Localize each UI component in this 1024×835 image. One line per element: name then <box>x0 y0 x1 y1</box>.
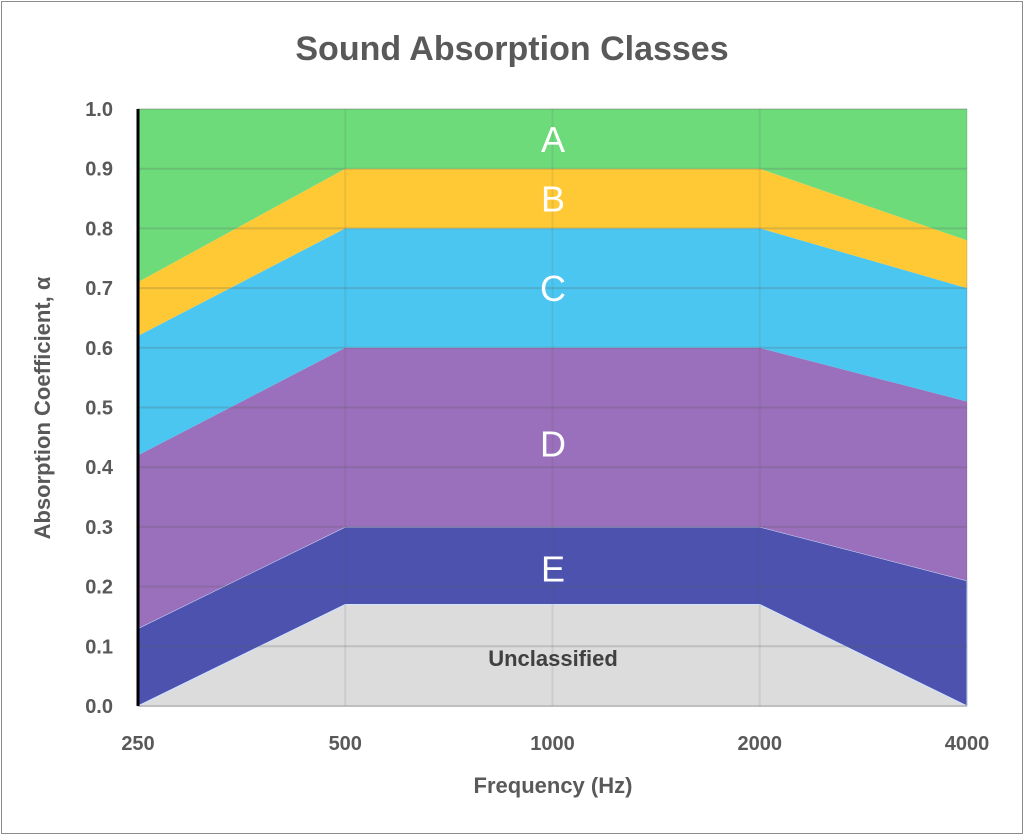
y-tick-label: 0.5 <box>85 398 113 420</box>
x-tick-label: 250 <box>121 733 154 755</box>
band-label-a: A <box>541 119 565 160</box>
y-tick-label: 0.7 <box>85 278 113 300</box>
y-tick-label: 0.4 <box>85 457 114 479</box>
y-tick-label: 1.0 <box>85 99 113 121</box>
x-tick-label: 4000 <box>945 733 990 755</box>
y-tick-label: 0.2 <box>85 577 113 599</box>
y-tick-label: 0.9 <box>85 159 113 181</box>
x-axis-label: Frequency (Hz) <box>474 773 633 798</box>
x-tick-label: 2000 <box>738 733 783 755</box>
y-tick-label: 0.8 <box>85 218 113 240</box>
chart-title: Sound Absorption Classes <box>295 30 728 68</box>
x-tick-label: 1000 <box>530 733 575 755</box>
y-tick-label: 0.0 <box>85 696 113 718</box>
y-tick-label: 0.1 <box>85 636 113 658</box>
band-c <box>138 228 967 456</box>
band-label-e: E <box>541 549 565 590</box>
band-label-unclassified: Unclassified <box>488 646 618 671</box>
band-label-d: D <box>540 423 566 464</box>
y-tick-label: 0.3 <box>85 517 113 539</box>
band-label-c: C <box>540 268 566 309</box>
band-d <box>138 347 967 629</box>
band-label-b: B <box>541 179 565 220</box>
band-b <box>138 168 967 336</box>
band-a <box>138 109 967 283</box>
y-axis-label: Absorption Coefficient, α <box>30 276 55 539</box>
x-tick-label: 500 <box>329 733 362 755</box>
y-tick-label: 0.6 <box>85 338 113 360</box>
